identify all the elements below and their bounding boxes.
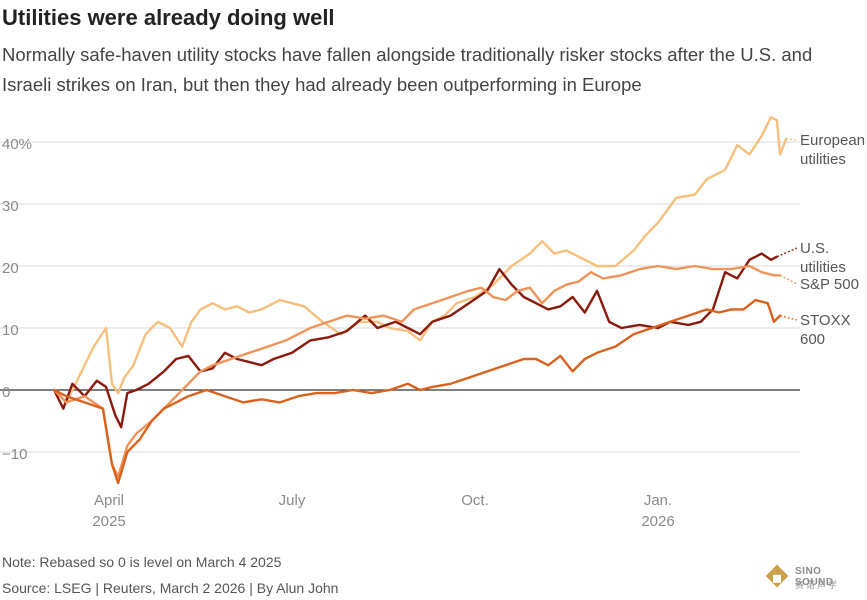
series-label: U.S. (800, 240, 829, 257)
series-label: S&P 500 (800, 276, 859, 293)
chart-note: Note: Rebased so 0 is level on March 4 2… (2, 554, 282, 570)
gridlines (0, 141, 800, 453)
series-label: utilities (800, 151, 846, 168)
series-line-u-s-utilities (52, 252, 779, 429)
y-tick-label: 20 (2, 260, 19, 277)
series-label: STOXX (800, 312, 851, 329)
logo-text: SINO SOUND (795, 566, 834, 588)
chart-subtitle: Normally safe-haven utility stocks have … (2, 44, 813, 95)
y-tick-label: 40% (2, 136, 32, 153)
y-tick-label: 10 (2, 322, 19, 339)
label-connector (779, 314, 798, 321)
chart-source: Source: LSEG | Reuters, March 2 2026 | B… (2, 580, 339, 596)
series-lines (52, 116, 788, 485)
y-tick-label: 0 (2, 384, 10, 401)
x-tick-label: Oct. (461, 492, 489, 509)
series-line-european-utilities (52, 116, 788, 404)
diamond-logo-icon (765, 564, 789, 588)
series-label: utilities (800, 259, 846, 276)
y-tick-label: −10 (2, 446, 27, 463)
x-tick-label: Jan. (644, 492, 672, 509)
x-tick-year-label: 2026 (641, 513, 674, 530)
x-axis-tick-labels: April 2025 July Oct. Jan. 2026 (92, 492, 674, 530)
logo-subtext: 赛诺声学 (795, 580, 840, 590)
x-tick-year-label: 2025 (92, 513, 125, 530)
series-label: 600 (800, 331, 825, 348)
label-connector (776, 247, 798, 258)
y-axis-tick-labels: −10 0 10 20 30 40% (2, 136, 32, 463)
watermark-logo: SINO SOUND 赛诺声学 (765, 564, 863, 592)
series-line-stoxx-600 (52, 298, 782, 485)
label-connector (779, 274, 798, 285)
chart-title: Utilities were already doing well (2, 5, 335, 30)
x-tick-label: July (279, 492, 306, 509)
label-connector (786, 138, 798, 141)
x-tick-label: April (94, 492, 124, 509)
series-label: European (800, 132, 865, 149)
y-tick-label: 30 (2, 198, 19, 215)
